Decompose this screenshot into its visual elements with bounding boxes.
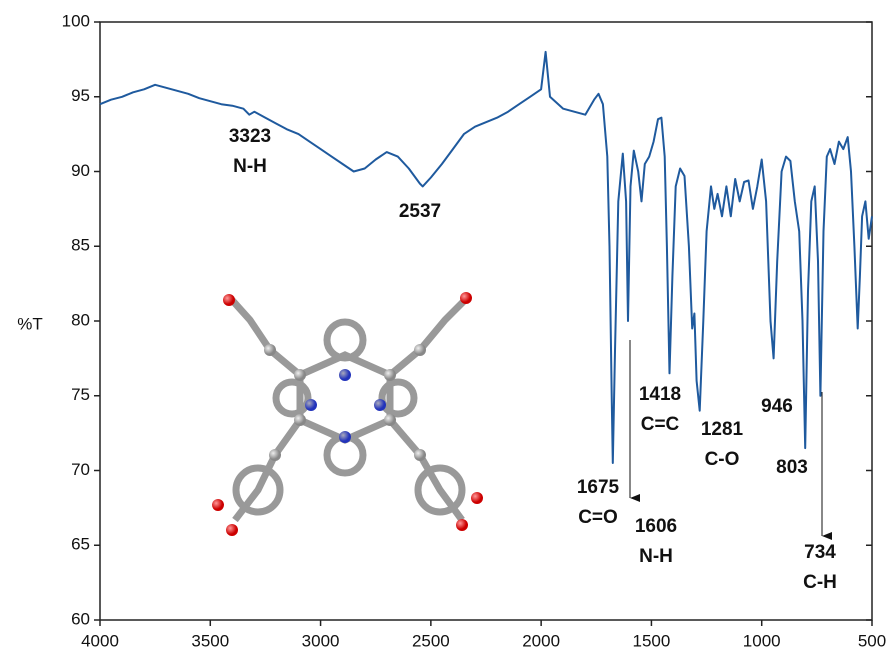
peak-label: 803 [776, 457, 808, 478]
y-tick-label: 100 [62, 11, 90, 30]
y-tick-label: 95 [71, 86, 90, 105]
y-tick-label: 65 [71, 535, 90, 554]
peak-label: 3323 [229, 126, 271, 147]
molecule-illustration [232, 300, 465, 520]
peak-label: 1281 [701, 419, 744, 440]
x-tick-label: 2000 [522, 631, 560, 650]
x-tick-label: 1000 [743, 631, 781, 650]
y-tick-label: 90 [71, 161, 90, 180]
y-tick-label: 80 [71, 310, 90, 329]
peak-assignment: C=O [578, 507, 618, 528]
peak-assignment: C=C [641, 414, 680, 435]
peak-assignment: C-H [803, 572, 837, 593]
x-tick-label: 3500 [191, 631, 229, 650]
peak-assignment: N-H [639, 546, 673, 567]
y-tick-label: 85 [71, 236, 90, 255]
y-tick-label: 60 [71, 609, 90, 628]
plot-frame [100, 22, 872, 620]
x-tick-label: 2500 [412, 631, 450, 650]
chart: %T 60 65 70 75 80 85 90 95 100 4000 3500 3000 2500 20… [0, 0, 895, 664]
spectrum-line [100, 52, 872, 463]
y-tick-label: 70 [71, 460, 90, 479]
x-tick-label: 500 [858, 631, 886, 650]
peak-label: 734 [804, 542, 836, 563]
x-tick-label: 1500 [633, 631, 671, 650]
y-tick-label: 75 [71, 385, 90, 404]
x-tick-label: 3000 [302, 631, 340, 650]
peak-label: 1675 [577, 477, 620, 498]
y-axis-label: %T [17, 314, 43, 333]
peak-assignment: C-O [705, 449, 740, 470]
x-tick-label: 4000 [81, 631, 119, 650]
peak-assignment: N-H [233, 156, 267, 177]
peak-label: 1418 [639, 384, 681, 405]
peak-label: 946 [761, 396, 793, 417]
peak-label: 1606 [635, 516, 677, 537]
peak-label: 2537 [399, 201, 441, 222]
